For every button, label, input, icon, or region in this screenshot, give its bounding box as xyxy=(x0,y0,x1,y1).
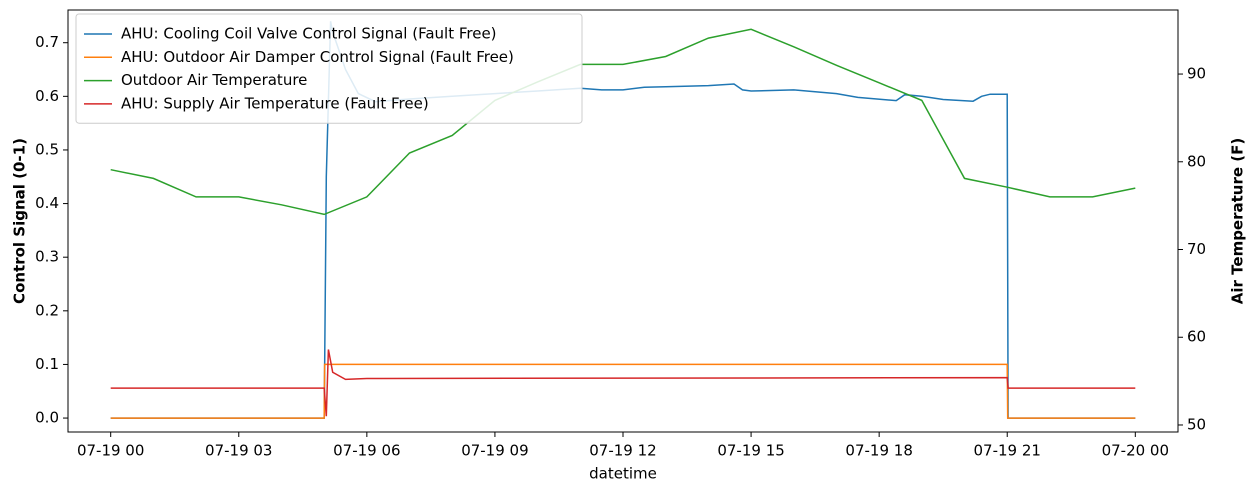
y2-tick-label: 50 xyxy=(1187,415,1206,433)
y2-tick-label: 60 xyxy=(1187,328,1206,346)
y-tick-label: 0.5 xyxy=(35,140,59,158)
legend-label: AHU: Cooling Coil Valve Control Signal (… xyxy=(121,25,497,43)
legend-label: AHU: Outdoor Air Damper Control Signal (… xyxy=(121,48,514,66)
x-tick-label: 07-19 18 xyxy=(845,442,912,460)
series-line xyxy=(110,349,1136,417)
series-line xyxy=(110,28,1136,216)
y2-tick-label: 70 xyxy=(1187,240,1206,258)
series-line xyxy=(110,363,1136,419)
y-tick-label: 0.1 xyxy=(35,355,59,373)
legend-box xyxy=(75,13,583,124)
y-axis-label: Control Signal (0-1) xyxy=(11,138,29,304)
y-tick-label: 0.3 xyxy=(35,248,59,266)
x-tick-label: 07-19 12 xyxy=(589,442,656,460)
y-tick-label: 0.4 xyxy=(35,194,59,212)
y2-tick-label: 80 xyxy=(1187,152,1206,170)
y-tick-label: 0.0 xyxy=(35,409,59,427)
y-tick-label: 0.7 xyxy=(35,33,59,51)
legend-label: Outdoor Air Temperature xyxy=(121,71,307,89)
y-tick-label: 0.2 xyxy=(35,301,59,319)
x-tick-label: 07-19 21 xyxy=(974,442,1041,460)
y2-tick-label: 90 xyxy=(1187,65,1206,83)
x-tick-label: 07-19 00 xyxy=(77,442,144,460)
x-tick-label: 07-19 09 xyxy=(461,442,528,460)
x-tick-label: 07-20 00 xyxy=(1102,442,1169,460)
x-tick-label: 07-19 03 xyxy=(205,442,272,460)
x-axis-label: datetime xyxy=(589,465,657,483)
x-tick-label: 07-19 06 xyxy=(333,442,400,460)
y-tick-label: 0.6 xyxy=(35,87,59,105)
legend-label: AHU: Supply Air Temperature (Fault Free) xyxy=(121,94,429,112)
y2-axis-label: Air Temperature (F) xyxy=(1229,138,1247,304)
x-tick-label: 07-19 15 xyxy=(717,442,784,460)
